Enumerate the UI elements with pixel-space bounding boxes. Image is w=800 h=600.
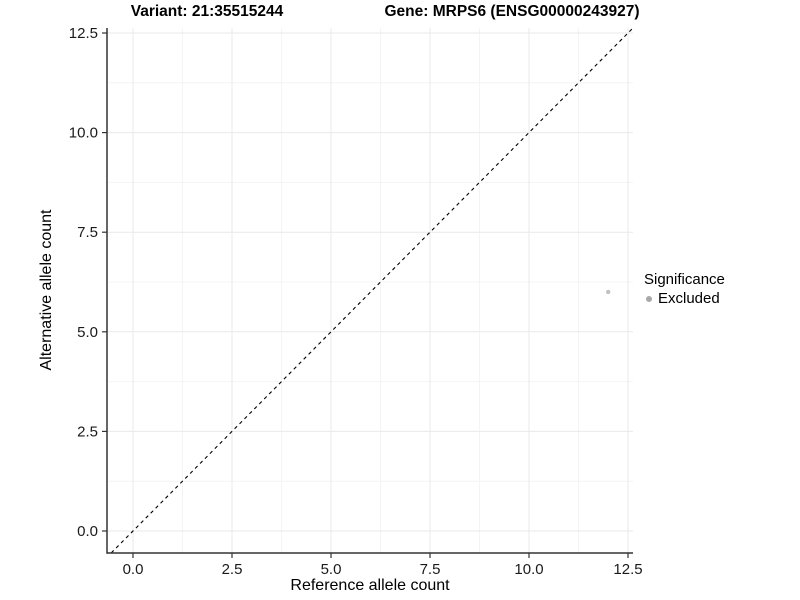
gene-title: Gene: MRPS6 (ENSG00000243927) [384, 3, 640, 20]
y-tick-label: 0.0 [77, 523, 98, 540]
identity-reference-line [110, 27, 634, 554]
y-tick-label: 12.5 [69, 25, 98, 42]
legend: Significance Excluded [644, 271, 725, 308]
data-point [606, 289, 611, 295]
x-tick-label: 5.0 [321, 561, 342, 578]
legend-item-label: Excluded [658, 290, 720, 307]
y-tick-label: 7.5 [77, 224, 98, 241]
x-tick-label: 12.5 [613, 561, 642, 578]
x-tick-label: 10.0 [514, 561, 543, 578]
legend-key-dot-icon [646, 296, 652, 302]
y-tick-label: 2.5 [77, 423, 98, 440]
legend-item-excluded: Excluded [644, 290, 725, 308]
y-tick-label: 10.0 [69, 125, 98, 142]
x-tick-label: 7.5 [420, 561, 441, 578]
variant-title: Variant: 21:35515244 [130, 3, 284, 20]
legend-title: Significance [644, 271, 725, 288]
x-tick-label: 2.5 [222, 561, 243, 578]
x-axis-title: Reference allele count [290, 577, 450, 594]
x-tick-label: 0.0 [123, 561, 144, 578]
y-axis-title: Alternative allele count [38, 209, 55, 371]
y-tick-label: 5.0 [77, 324, 98, 341]
